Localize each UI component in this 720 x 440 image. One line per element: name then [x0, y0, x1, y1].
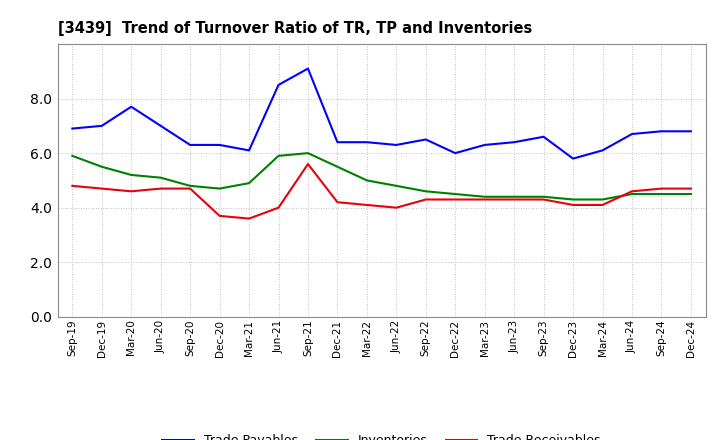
Trade Payables — [274, 82, 283, 88]
Trade Receivables — [510, 197, 518, 202]
Inventories — [186, 183, 194, 188]
Trade Receivables — [68, 183, 76, 188]
Trade Receivables — [333, 200, 342, 205]
Trade Payables — [657, 128, 666, 134]
Inventories — [421, 189, 430, 194]
Trade Payables — [156, 123, 165, 128]
Inventories — [156, 175, 165, 180]
Inventories — [451, 191, 459, 197]
Trade Receivables — [421, 197, 430, 202]
Inventories — [392, 183, 400, 188]
Inventories — [687, 191, 696, 197]
Legend: Trade Payables, Inventories, Trade Receivables: Trade Payables, Inventories, Trade Recei… — [157, 429, 606, 440]
Trade Payables — [186, 142, 194, 147]
Inventories — [480, 194, 489, 199]
Trade Payables — [68, 126, 76, 131]
Trade Receivables — [628, 189, 636, 194]
Trade Payables — [628, 132, 636, 137]
Trade Receivables — [363, 202, 372, 208]
Inventories — [304, 150, 312, 156]
Trade Receivables — [480, 197, 489, 202]
Trade Receivables — [156, 186, 165, 191]
Trade Payables — [304, 66, 312, 71]
Trade Receivables — [392, 205, 400, 210]
Trade Payables — [510, 139, 518, 145]
Trade Payables — [480, 142, 489, 147]
Inventories — [628, 191, 636, 197]
Inventories — [68, 153, 76, 158]
Trade Payables — [363, 139, 372, 145]
Inventories — [510, 194, 518, 199]
Inventories — [569, 197, 577, 202]
Line: Trade Payables: Trade Payables — [72, 69, 691, 158]
Trade Payables — [97, 123, 106, 128]
Line: Inventories: Inventories — [72, 153, 691, 199]
Trade Payables — [421, 137, 430, 142]
Trade Receivables — [539, 197, 548, 202]
Trade Receivables — [215, 213, 224, 219]
Line: Trade Receivables: Trade Receivables — [72, 164, 691, 219]
Inventories — [598, 197, 607, 202]
Trade Receivables — [274, 205, 283, 210]
Trade Payables — [392, 142, 400, 147]
Inventories — [274, 153, 283, 158]
Trade Payables — [598, 148, 607, 153]
Trade Payables — [215, 142, 224, 147]
Trade Receivables — [598, 202, 607, 208]
Trade Payables — [687, 128, 696, 134]
Trade Payables — [333, 139, 342, 145]
Trade Payables — [569, 156, 577, 161]
Inventories — [97, 164, 106, 169]
Trade Receivables — [186, 186, 194, 191]
Trade Payables — [539, 134, 548, 139]
Trade Receivables — [687, 186, 696, 191]
Inventories — [333, 164, 342, 169]
Trade Receivables — [451, 197, 459, 202]
Text: [3439]  Trend of Turnover Ratio of TR, TP and Inventories: [3439] Trend of Turnover Ratio of TR, TP… — [58, 21, 532, 36]
Inventories — [657, 191, 666, 197]
Trade Receivables — [245, 216, 253, 221]
Inventories — [539, 194, 548, 199]
Trade Receivables — [97, 186, 106, 191]
Trade Receivables — [569, 202, 577, 208]
Inventories — [215, 186, 224, 191]
Trade Payables — [451, 150, 459, 156]
Trade Payables — [127, 104, 135, 110]
Trade Payables — [245, 148, 253, 153]
Inventories — [245, 180, 253, 186]
Trade Receivables — [657, 186, 666, 191]
Inventories — [127, 172, 135, 178]
Trade Receivables — [127, 189, 135, 194]
Trade Receivables — [304, 161, 312, 167]
Inventories — [363, 178, 372, 183]
